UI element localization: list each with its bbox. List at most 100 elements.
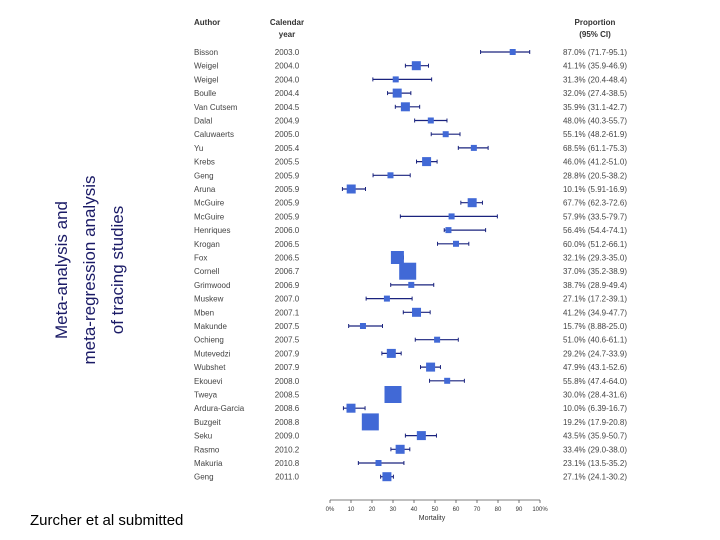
point-estimate	[361, 413, 379, 431]
study-row: Boulle 2004.4 32.0% (27.4-38.5)	[194, 88, 627, 98]
study-proportion: 32.1% (29.3-35.0)	[563, 254, 627, 263]
point-estimate	[426, 362, 436, 372]
point-estimate	[386, 348, 396, 358]
study-author: Cornell	[194, 267, 220, 276]
point-estimate	[467, 198, 477, 208]
study-year: 2005.9	[275, 199, 300, 208]
study-row: Ochieng 2007.5 51.0% (40.6-61.1)	[194, 336, 627, 345]
study-row: Geng 2011.0 27.1% (24.1-30.2)	[194, 472, 627, 482]
study-proportion: 33.4% (29.0-38.0)	[563, 445, 627, 454]
side-title-line1: Meta-analysis and	[52, 201, 71, 339]
study-author: Krebs	[194, 158, 215, 167]
point-estimate	[383, 295, 390, 302]
study-year: 2006.9	[275, 281, 300, 290]
x-tick-label: 100%	[532, 507, 548, 513]
study-year: 2005.9	[275, 171, 300, 180]
header-proportion-line1: Proportion	[575, 18, 616, 27]
study-row: Dalal 2004.9 48.0% (40.3-55.7)	[194, 117, 627, 126]
study-year: 2009.0	[275, 432, 300, 441]
side-title: Meta-analysis and meta-regression analys…	[52, 176, 127, 365]
study-author: Geng	[194, 171, 214, 180]
study-year: 2006.5	[275, 254, 300, 263]
study-author: Dalal	[194, 117, 212, 126]
study-proportion: 47.9% (43.1-52.6)	[563, 363, 627, 372]
study-proportion: 68.5% (61.1-75.3)	[563, 144, 627, 153]
point-estimate	[346, 184, 356, 194]
study-row: Grimwood 2006.9 38.7% (28.9-49.4)	[194, 281, 627, 290]
x-tick-label: 80	[495, 507, 502, 513]
study-row: Ekouevi 2008.0 55.8% (47.4-64.0)	[194, 377, 627, 386]
point-estimate	[427, 117, 434, 124]
study-year: 2007.9	[275, 363, 300, 372]
study-author: Makuria	[194, 459, 223, 468]
study-year: 2008.8	[275, 418, 300, 427]
point-estimate	[470, 144, 477, 151]
study-row: Krebs 2005.5 46.0% (41.2-51.0)	[194, 157, 627, 167]
study-year: 2006.7	[275, 267, 300, 276]
study-row: Yu 2005.4 68.5% (61.1-75.3)	[194, 144, 627, 153]
study-year: 2006.5	[275, 240, 300, 249]
study-proportion: 51.0% (40.6-61.1)	[563, 336, 627, 345]
study-proportion: 31.3% (20.4-48.4)	[563, 75, 627, 84]
study-rows: Bisson 2003.0 87.0% (71.7-95.1) Weigel 2004.…	[194, 48, 627, 482]
point-estimate	[416, 431, 426, 441]
header-author: Author	[194, 18, 220, 27]
study-proportion: 57.9% (33.5-79.7)	[563, 212, 627, 221]
study-author: Seku	[194, 432, 212, 441]
x-tick-label: 30	[390, 507, 397, 513]
point-estimate	[399, 262, 417, 280]
study-author: Ekouevi	[194, 377, 223, 386]
study-year: 2005.0	[275, 130, 300, 139]
study-row: Ardura-Garcia 2008.6 10.0% (6.39-16.7)	[194, 403, 627, 413]
study-proportion: 46.0% (41.2-51.0)	[563, 158, 627, 167]
study-year: 2008.0	[275, 377, 300, 386]
point-estimate	[395, 444, 405, 454]
study-year: 2010.8	[275, 459, 300, 468]
point-estimate	[442, 131, 449, 138]
study-year: 2005.9	[275, 185, 300, 194]
study-proportion: 27.1% (17.2-39.1)	[563, 295, 627, 304]
study-author: Tweya	[194, 391, 218, 400]
x-tick-label: 90	[516, 507, 523, 513]
x-tick-label: 60	[453, 507, 460, 513]
point-estimate	[453, 240, 459, 247]
study-row: Mben 2007.1 41.2% (34.9-47.7)	[194, 307, 627, 317]
study-author: Krogan	[194, 240, 220, 249]
study-author: Buzgeit	[194, 418, 221, 427]
point-estimate	[375, 460, 382, 466]
study-row: Van Cutsem 2004.5 35.9% (31.1-42.7)	[194, 102, 627, 112]
study-author: Ochieng	[194, 336, 224, 345]
point-estimate	[387, 172, 394, 179]
study-row: Henriques 2006.0 56.4% (54.4-74.1)	[194, 226, 627, 235]
x-tick-label: 10	[348, 507, 355, 513]
study-row: Caluwaerts 2005.0 55.1% (48.2-61.9)	[194, 130, 627, 139]
study-row: Weigel 2004.0 31.3% (20.4-48.4)	[194, 75, 627, 84]
study-proportion: 19.2% (17.9-20.8)	[563, 418, 627, 427]
study-author: Wubshet	[194, 363, 226, 372]
caption: Zurcher et al submitted	[30, 512, 184, 529]
study-proportion: 27.1% (24.1-30.2)	[563, 473, 627, 482]
study-year: 2008.5	[275, 391, 300, 400]
x-tick-label: 40	[411, 507, 418, 513]
study-author: Fox	[194, 254, 207, 263]
point-estimate	[392, 88, 402, 98]
study-year: 2011.0	[275, 473, 299, 482]
study-proportion: 41.1% (35.9-46.9)	[563, 62, 627, 71]
study-year: 2007.0	[275, 295, 300, 304]
study-author: Makunde	[194, 322, 227, 331]
study-year: 2006.0	[275, 226, 300, 235]
study-proportion: 41.2% (34.9-47.7)	[563, 308, 627, 317]
x-axis: 0% 10 20 30 40 50 60 70 80 90 100%	[326, 499, 548, 513]
study-year: 2007.9	[275, 349, 300, 358]
x-tick-label: 0%	[326, 507, 335, 513]
study-proportion: 10.0% (6.39-16.7)	[563, 404, 627, 413]
side-title-line2: meta-regression analysis	[80, 176, 99, 365]
study-year: 2005.5	[275, 158, 300, 167]
study-proportion: 87.0% (71.7-95.1)	[563, 48, 627, 57]
study-author: Bisson	[194, 48, 218, 57]
study-year: 2004.5	[275, 103, 300, 112]
study-proportion: 32.0% (27.4-38.5)	[563, 89, 627, 98]
study-author: Mben	[194, 308, 214, 317]
study-author: McGuire	[194, 199, 225, 208]
